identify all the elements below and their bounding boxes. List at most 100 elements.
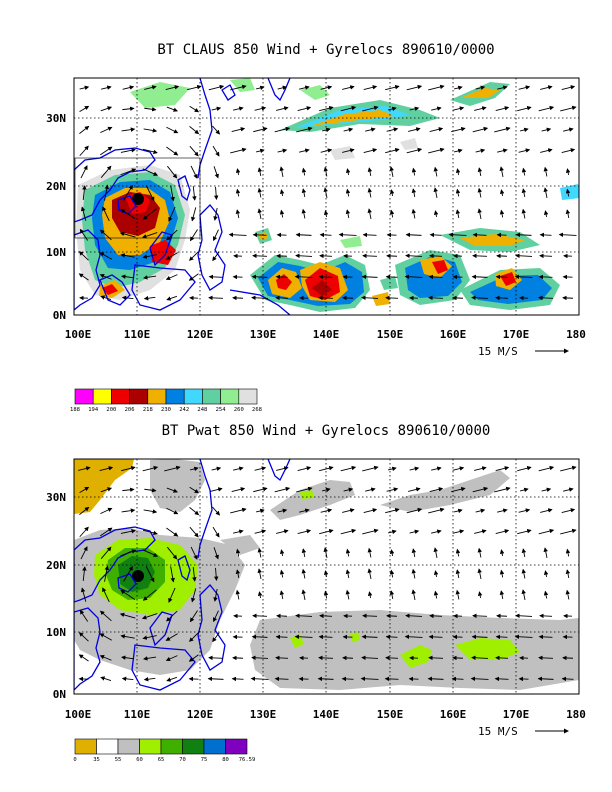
wind-vector	[323, 210, 329, 218]
wind-vector	[495, 529, 510, 535]
wind-vector	[233, 106, 244, 111]
wind-vector	[433, 210, 439, 218]
wind-vector	[543, 210, 549, 218]
wind-vector	[322, 487, 331, 493]
colorbar-label: 206	[125, 407, 135, 413]
wind-vector	[405, 613, 423, 619]
wind-vector	[319, 465, 334, 472]
wind-vector	[79, 105, 90, 113]
wind-vector	[142, 589, 157, 601]
wind-vector	[82, 566, 87, 582]
wind-vector	[190, 466, 199, 472]
wind-vector	[235, 188, 241, 197]
wind-vector	[190, 546, 198, 560]
wind-vector	[499, 209, 505, 218]
colorbar-label: 60	[136, 757, 143, 763]
wind-vector	[367, 591, 373, 599]
wind-vector	[362, 528, 379, 535]
wind-vector	[296, 486, 313, 493]
wind-vector	[540, 85, 553, 90]
wind-vector	[78, 251, 89, 261]
wind-vector	[212, 526, 220, 538]
wind-vector	[235, 569, 241, 579]
wind-vector	[474, 529, 487, 534]
wind-vector	[365, 487, 376, 492]
lon-tick: 130E	[250, 708, 277, 721]
wind-vector	[165, 655, 178, 661]
wind-vector	[543, 570, 549, 578]
wind-vector	[405, 232, 422, 238]
wind-vector	[121, 274, 135, 279]
lat-axis: 30N 20N 10N 0N	[46, 491, 66, 701]
wind-vector	[79, 609, 89, 622]
map-frame	[73, 458, 580, 695]
wind-vector	[538, 274, 553, 280]
wind-vector	[208, 274, 223, 280]
lon-tick: 160E	[440, 708, 467, 721]
wind-vector	[170, 566, 175, 583]
wind-vector	[122, 106, 135, 112]
wind-vector	[120, 148, 136, 153]
wind-vector	[345, 548, 351, 557]
wind-vector	[319, 232, 332, 238]
wind-vector	[166, 507, 179, 515]
wind-vector	[538, 528, 555, 535]
wind-vector	[429, 253, 443, 259]
colorbar-swatch	[147, 388, 167, 405]
wind-vector	[428, 655, 444, 661]
wind-vector	[495, 466, 510, 472]
wind-vector	[428, 295, 444, 301]
wind-vector	[342, 85, 355, 90]
wind-vector	[121, 676, 134, 682]
wind-vector	[563, 487, 574, 492]
colorbar-swatch	[220, 388, 240, 405]
colorbar-swatch	[74, 388, 94, 405]
wind-vector	[120, 634, 135, 639]
wind-vector	[251, 274, 268, 280]
wind-vector	[452, 106, 465, 111]
cloud-field	[74, 78, 579, 315]
wind-vector	[213, 610, 219, 623]
wind-vector	[279, 549, 285, 557]
wind-vector	[499, 549, 505, 557]
wind-vector	[190, 588, 197, 603]
wind-vector	[251, 295, 269, 301]
wind-vector	[79, 526, 89, 538]
wind-vector	[539, 253, 553, 259]
wind-vector	[166, 527, 179, 537]
wind-vector	[297, 529, 312, 535]
vector-reference-label: 15 M/S	[478, 345, 518, 358]
wind-vector	[433, 590, 439, 599]
wind-vector	[141, 613, 158, 620]
wind-vector	[433, 547, 438, 558]
colorbar-swatch	[96, 738, 119, 755]
wind-vector	[120, 529, 136, 534]
wind-vector	[231, 487, 246, 493]
wind-vector	[515, 253, 533, 259]
wind-vector	[408, 127, 421, 132]
wind-vector	[79, 85, 90, 90]
wind-vector	[275, 634, 288, 640]
wind-vector	[431, 106, 442, 111]
wind-vector	[213, 186, 219, 201]
vector-reference-label: 15 M/S	[478, 725, 518, 738]
wind-vector	[406, 147, 423, 154]
wind-vector	[342, 508, 355, 513]
colorbar-swatch	[129, 388, 149, 405]
wind-vector	[100, 146, 113, 156]
wind-vector	[388, 466, 397, 472]
wind-vector	[279, 590, 285, 600]
wind-vector	[142, 529, 158, 536]
panel-title: BT Pwat 850 Wind + Gyrelocs 890610/0000	[162, 423, 491, 439]
lon-tick: 140E	[313, 708, 340, 721]
wind-vector	[252, 253, 268, 259]
wind-vector	[433, 166, 439, 177]
wind-vector	[471, 655, 489, 661]
wind-vector	[360, 676, 379, 682]
wind-vector	[277, 148, 288, 153]
wind-vector	[362, 465, 379, 472]
wind-vector	[212, 145, 220, 157]
wind-vector	[477, 547, 483, 558]
wind-vector	[121, 508, 136, 513]
